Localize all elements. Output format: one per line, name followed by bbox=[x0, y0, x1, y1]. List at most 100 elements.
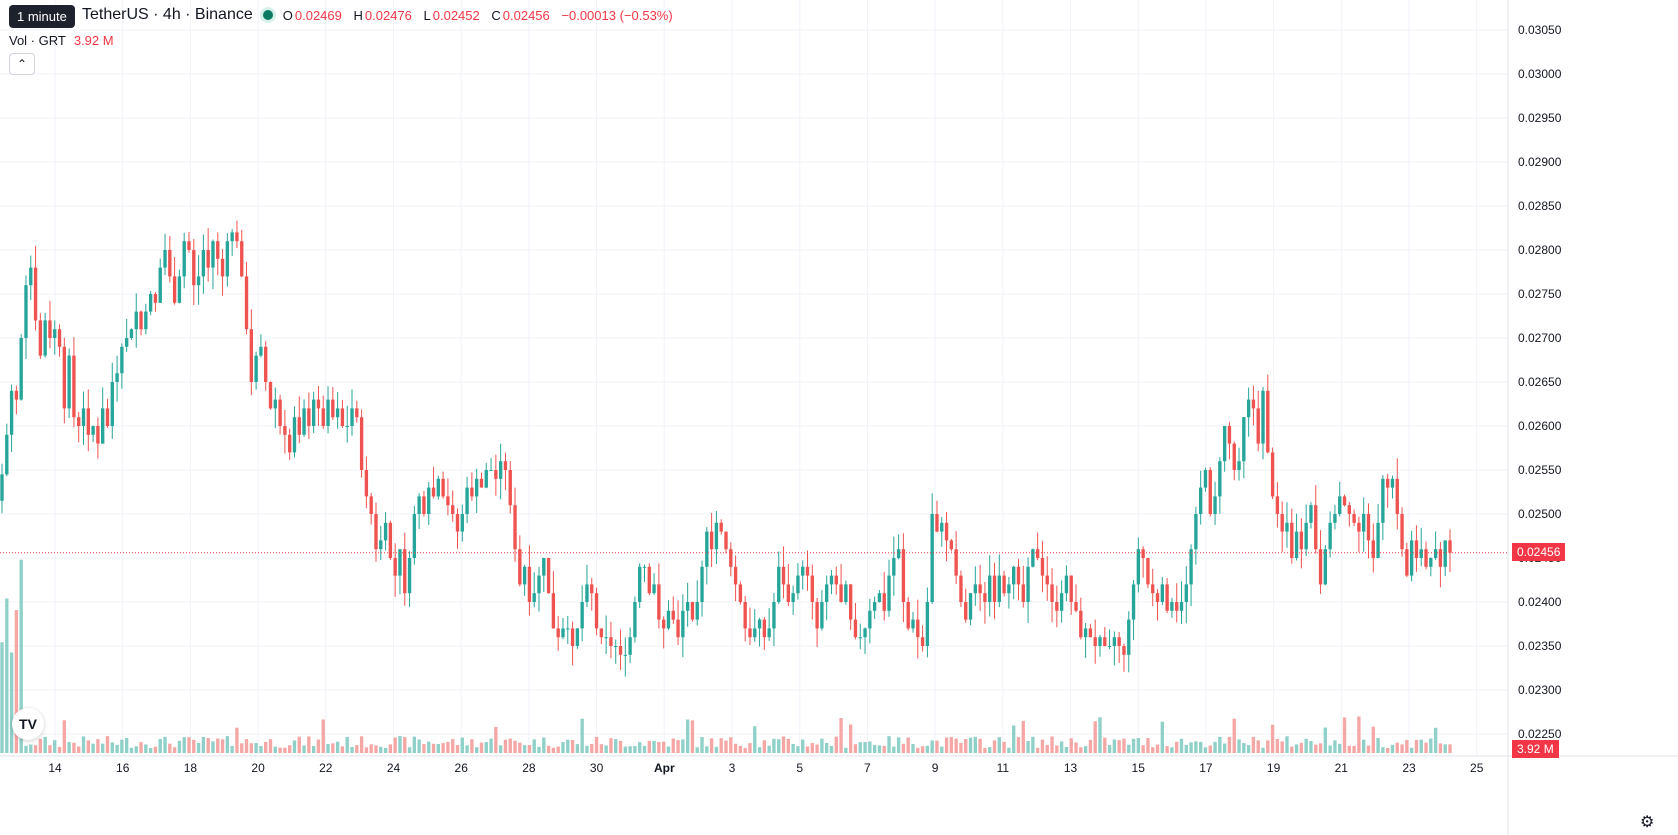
volume-bar bbox=[513, 740, 517, 753]
tradingview-logo-icon[interactable]: TV bbox=[12, 708, 44, 740]
candle-body bbox=[129, 329, 134, 338]
volume-tag: 3.92 M bbox=[1512, 740, 1559, 758]
close-value: 0.02456 bbox=[502, 7, 550, 23]
chevron-up-icon: ⌃ bbox=[16, 57, 28, 71]
candle-body bbox=[566, 628, 570, 630]
volume-bar bbox=[1055, 745, 1059, 753]
candle-body bbox=[575, 628, 580, 646]
volume-bar bbox=[29, 744, 33, 753]
candle-body bbox=[0, 474, 4, 501]
candle-body bbox=[1175, 602, 1179, 611]
candle-body bbox=[383, 522, 388, 541]
candle-body bbox=[685, 602, 690, 611]
volume-bar bbox=[1237, 739, 1241, 753]
candle-body bbox=[96, 426, 100, 444]
volume-bar bbox=[398, 736, 402, 753]
x-tick-label: 16 bbox=[116, 761, 130, 775]
volume-bar bbox=[163, 736, 167, 753]
candle-body bbox=[1184, 584, 1188, 602]
volume-bar bbox=[331, 743, 335, 753]
y-tick-label: 0.02400 bbox=[1518, 595, 1562, 609]
volume-bar bbox=[216, 738, 220, 753]
volume-bar bbox=[594, 736, 599, 753]
symbol-title[interactable]: TetherUS · 4h · Binance bbox=[82, 6, 253, 23]
volume-bar bbox=[1103, 737, 1107, 753]
candle-body bbox=[264, 346, 268, 382]
volume-bar bbox=[144, 744, 148, 753]
volume-bar bbox=[1160, 721, 1164, 753]
volume-bar bbox=[220, 739, 225, 753]
volume-bar bbox=[753, 726, 757, 753]
candle-body bbox=[901, 549, 906, 602]
candle-body bbox=[24, 285, 28, 338]
volume-bar bbox=[1309, 741, 1313, 753]
volume-bar bbox=[206, 738, 210, 753]
volume-bar bbox=[67, 742, 71, 753]
volume-bar bbox=[345, 736, 349, 753]
volume-bar bbox=[1395, 742, 1399, 753]
volume-bar bbox=[935, 740, 939, 753]
candle-body bbox=[700, 566, 704, 602]
candle-body bbox=[139, 311, 143, 330]
candle-body bbox=[1107, 646, 1112, 647]
candle-body bbox=[158, 267, 162, 303]
candle-body bbox=[407, 558, 412, 594]
candle-body bbox=[1160, 584, 1164, 602]
candle-body bbox=[124, 338, 129, 347]
volume-bar bbox=[853, 744, 858, 753]
volume-bar bbox=[709, 738, 714, 753]
candle-body bbox=[916, 619, 920, 638]
x-tick-label: 5 bbox=[796, 761, 803, 775]
volume-bar bbox=[1175, 741, 1179, 753]
volume-bar bbox=[340, 746, 345, 753]
candle-body bbox=[839, 584, 843, 602]
volume-bar bbox=[638, 742, 642, 753]
volume-bar bbox=[1031, 736, 1035, 753]
candle-body bbox=[1275, 496, 1280, 514]
candle-body bbox=[786, 584, 791, 602]
volume-bar bbox=[1165, 746, 1169, 753]
volume-bar bbox=[489, 738, 493, 753]
volume-bar bbox=[57, 746, 62, 753]
volume-bar bbox=[676, 740, 680, 753]
candle-body bbox=[676, 619, 680, 638]
candle-body bbox=[877, 593, 882, 602]
volume-bar bbox=[1280, 741, 1284, 753]
volume-bar bbox=[148, 747, 153, 753]
volume-bar bbox=[887, 736, 891, 753]
volume-bar bbox=[997, 737, 1001, 753]
candle-body bbox=[326, 399, 330, 426]
candle-body bbox=[474, 478, 479, 497]
candle-body bbox=[1098, 637, 1102, 646]
volume-bar bbox=[393, 737, 397, 753]
volume-bar bbox=[470, 739, 474, 753]
candle-body bbox=[973, 584, 978, 594]
candle-body bbox=[240, 241, 244, 277]
candle-body bbox=[1251, 399, 1256, 409]
collapse-legend-button[interactable]: ⌃ bbox=[9, 53, 35, 75]
candle-body bbox=[1103, 637, 1107, 646]
volume-bar bbox=[829, 745, 834, 753]
volume-bar bbox=[455, 744, 460, 753]
volume-bar bbox=[848, 724, 853, 753]
volume-bar bbox=[359, 736, 364, 753]
volume-bar bbox=[1112, 739, 1117, 753]
candle-body bbox=[470, 487, 474, 497]
volume-bar bbox=[1246, 745, 1251, 753]
volume-bar bbox=[1136, 738, 1141, 753]
candle-body bbox=[935, 514, 939, 532]
settings-gear-icon[interactable]: ⚙ bbox=[1640, 814, 1655, 831]
candle-body bbox=[911, 619, 915, 629]
candle-body bbox=[556, 628, 560, 638]
volume-bar bbox=[1314, 744, 1318, 753]
candle-body bbox=[297, 417, 301, 435]
volume-bar bbox=[1218, 736, 1222, 753]
volume-bar bbox=[652, 740, 656, 753]
candle-body bbox=[211, 241, 215, 268]
volume-bar bbox=[1064, 746, 1069, 753]
volume-bar bbox=[302, 745, 306, 753]
volume-bar bbox=[724, 740, 728, 753]
candle-body bbox=[815, 602, 819, 629]
candle-body bbox=[278, 399, 282, 426]
